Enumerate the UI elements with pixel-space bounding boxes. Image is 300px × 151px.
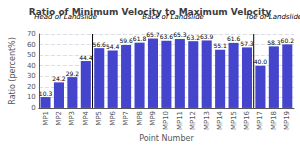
svg-text:54.4: 54.4 (106, 43, 120, 50)
svg-text:MP13: MP13 (203, 111, 211, 130)
svg-text:MP17: MP17 (256, 111, 264, 130)
svg-text:61.6: 61.6 (227, 35, 241, 42)
svg-text:MP6: MP6 (109, 110, 117, 125)
svg-text:60.2: 60.2 (281, 37, 295, 44)
svg-text:20: 20 (27, 83, 36, 91)
svg-text:56.6: 56.6 (93, 41, 107, 48)
svg-text:65.3: 65.3 (173, 31, 187, 38)
svg-text:Head of Landslide: Head of Landslide (34, 13, 97, 21)
svg-text:MP10: MP10 (162, 111, 170, 130)
svg-text:10.3: 10.3 (39, 90, 53, 97)
svg-text:70: 70 (27, 30, 36, 38)
svg-text:24.2: 24.2 (52, 75, 66, 82)
svg-text:63.2: 63.2 (187, 34, 201, 41)
svg-text:44.4: 44.4 (79, 54, 93, 61)
svg-text:40.0: 40.0 (254, 58, 268, 65)
svg-text:MP15: MP15 (230, 111, 238, 130)
svg-text:59.6: 59.6 (119, 37, 133, 44)
svg-text:50: 50 (27, 51, 36, 59)
svg-text:MP3: MP3 (68, 111, 76, 126)
svg-text:10: 10 (27, 93, 36, 101)
svg-text:55.1: 55.1 (213, 42, 227, 49)
svg-text:MP9: MP9 (149, 111, 157, 126)
svg-text:MP5: MP5 (95, 111, 103, 126)
svg-text:63.9: 63.9 (200, 33, 214, 40)
svg-text:MP1: MP1 (42, 111, 50, 126)
svg-text:Back of Landslide: Back of Landslide (142, 13, 204, 21)
svg-text:65.7: 65.7 (146, 31, 160, 38)
svg-text:30: 30 (27, 72, 36, 80)
svg-text:Point Number: Point Number (139, 134, 194, 143)
svg-text:58.3: 58.3 (267, 39, 281, 46)
svg-text:MP7: MP7 (122, 111, 130, 126)
svg-text:Ratio of Minimum Velocity to M: Ratio of Minimum Velocity to Maximum Vel… (28, 6, 272, 17)
svg-text:60: 60 (27, 41, 36, 49)
svg-text:MP2: MP2 (55, 111, 63, 126)
svg-text:MP11: MP11 (176, 111, 184, 130)
svg-text:MP8: MP8 (136, 111, 144, 126)
svg-text:MP16: MP16 (243, 110, 251, 130)
svg-text:61.8: 61.8 (133, 35, 147, 42)
svg-text:63.6: 63.6 (160, 33, 174, 40)
svg-text:MP14: MP14 (216, 110, 224, 130)
svg-text:29.2: 29.2 (66, 70, 80, 77)
svg-text:MP4: MP4 (82, 110, 90, 125)
svg-text:MP19: MP19 (283, 111, 291, 130)
svg-text:MP12: MP12 (189, 111, 197, 130)
svg-text:MP18: MP18 (270, 111, 278, 130)
svg-text:40: 40 (27, 62, 36, 70)
svg-text:Ratio (percent%): Ratio (percent%) (8, 37, 17, 105)
svg-text:Toe of Landslide: Toe of Landslide (246, 13, 300, 21)
svg-text:57.3: 57.3 (240, 40, 254, 47)
svg-text:0: 0 (31, 104, 35, 112)
